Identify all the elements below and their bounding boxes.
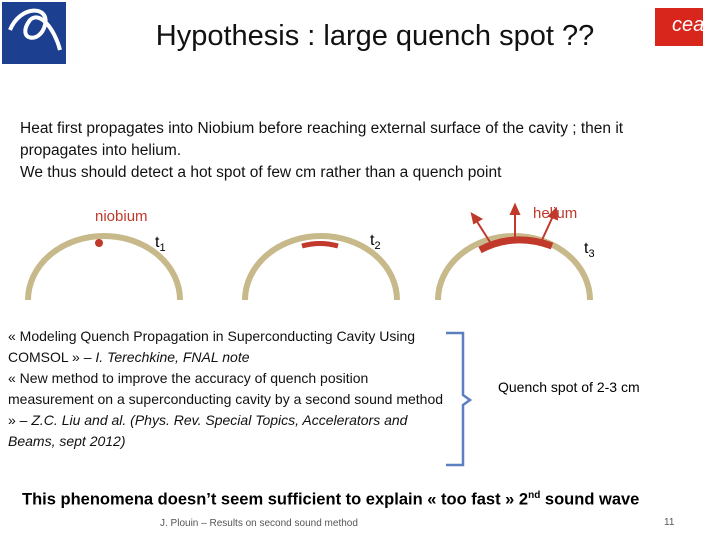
helium-label: helium xyxy=(533,205,578,222)
time-label: t1 xyxy=(155,234,166,255)
niobium-label: niobium xyxy=(95,208,148,225)
hot-spot xyxy=(301,241,339,249)
intro-line: Heat first propagates into Niobium befor… xyxy=(20,120,624,159)
logo-swirl xyxy=(8,8,62,51)
references: « Modeling Quench Propagation in Superco… xyxy=(8,326,448,452)
hot-spot xyxy=(95,239,103,247)
cavity-arc xyxy=(25,233,183,301)
footer-author: J. Plouin – Results on second sound meth… xyxy=(160,518,358,529)
title: Hypothesis : large quench spot ?? xyxy=(155,20,595,52)
reference: « Modeling Quench Propagation in Superco… xyxy=(8,328,416,365)
logo-text: cea xyxy=(672,14,705,36)
result: Quench spot of 2-3 cm xyxy=(498,379,640,395)
cavity-arc xyxy=(242,233,400,301)
time-label: t2 xyxy=(370,232,381,253)
page-number: 11 xyxy=(664,517,675,528)
hot-spot xyxy=(478,236,554,254)
bracket xyxy=(446,331,473,467)
intro: Heat first propagates into Niobium befor… xyxy=(20,118,660,184)
logo-right xyxy=(655,8,703,46)
time-label: t3 xyxy=(584,240,595,261)
intro-line: We thus should detect a hot spot of few … xyxy=(20,164,502,181)
reference: « New method to improve the accuracy of … xyxy=(8,370,444,449)
heat-arrows xyxy=(470,202,559,243)
conclusion: This phenomena doesn’t seem sufficient t… xyxy=(22,490,640,509)
cavity-arc xyxy=(435,233,593,301)
